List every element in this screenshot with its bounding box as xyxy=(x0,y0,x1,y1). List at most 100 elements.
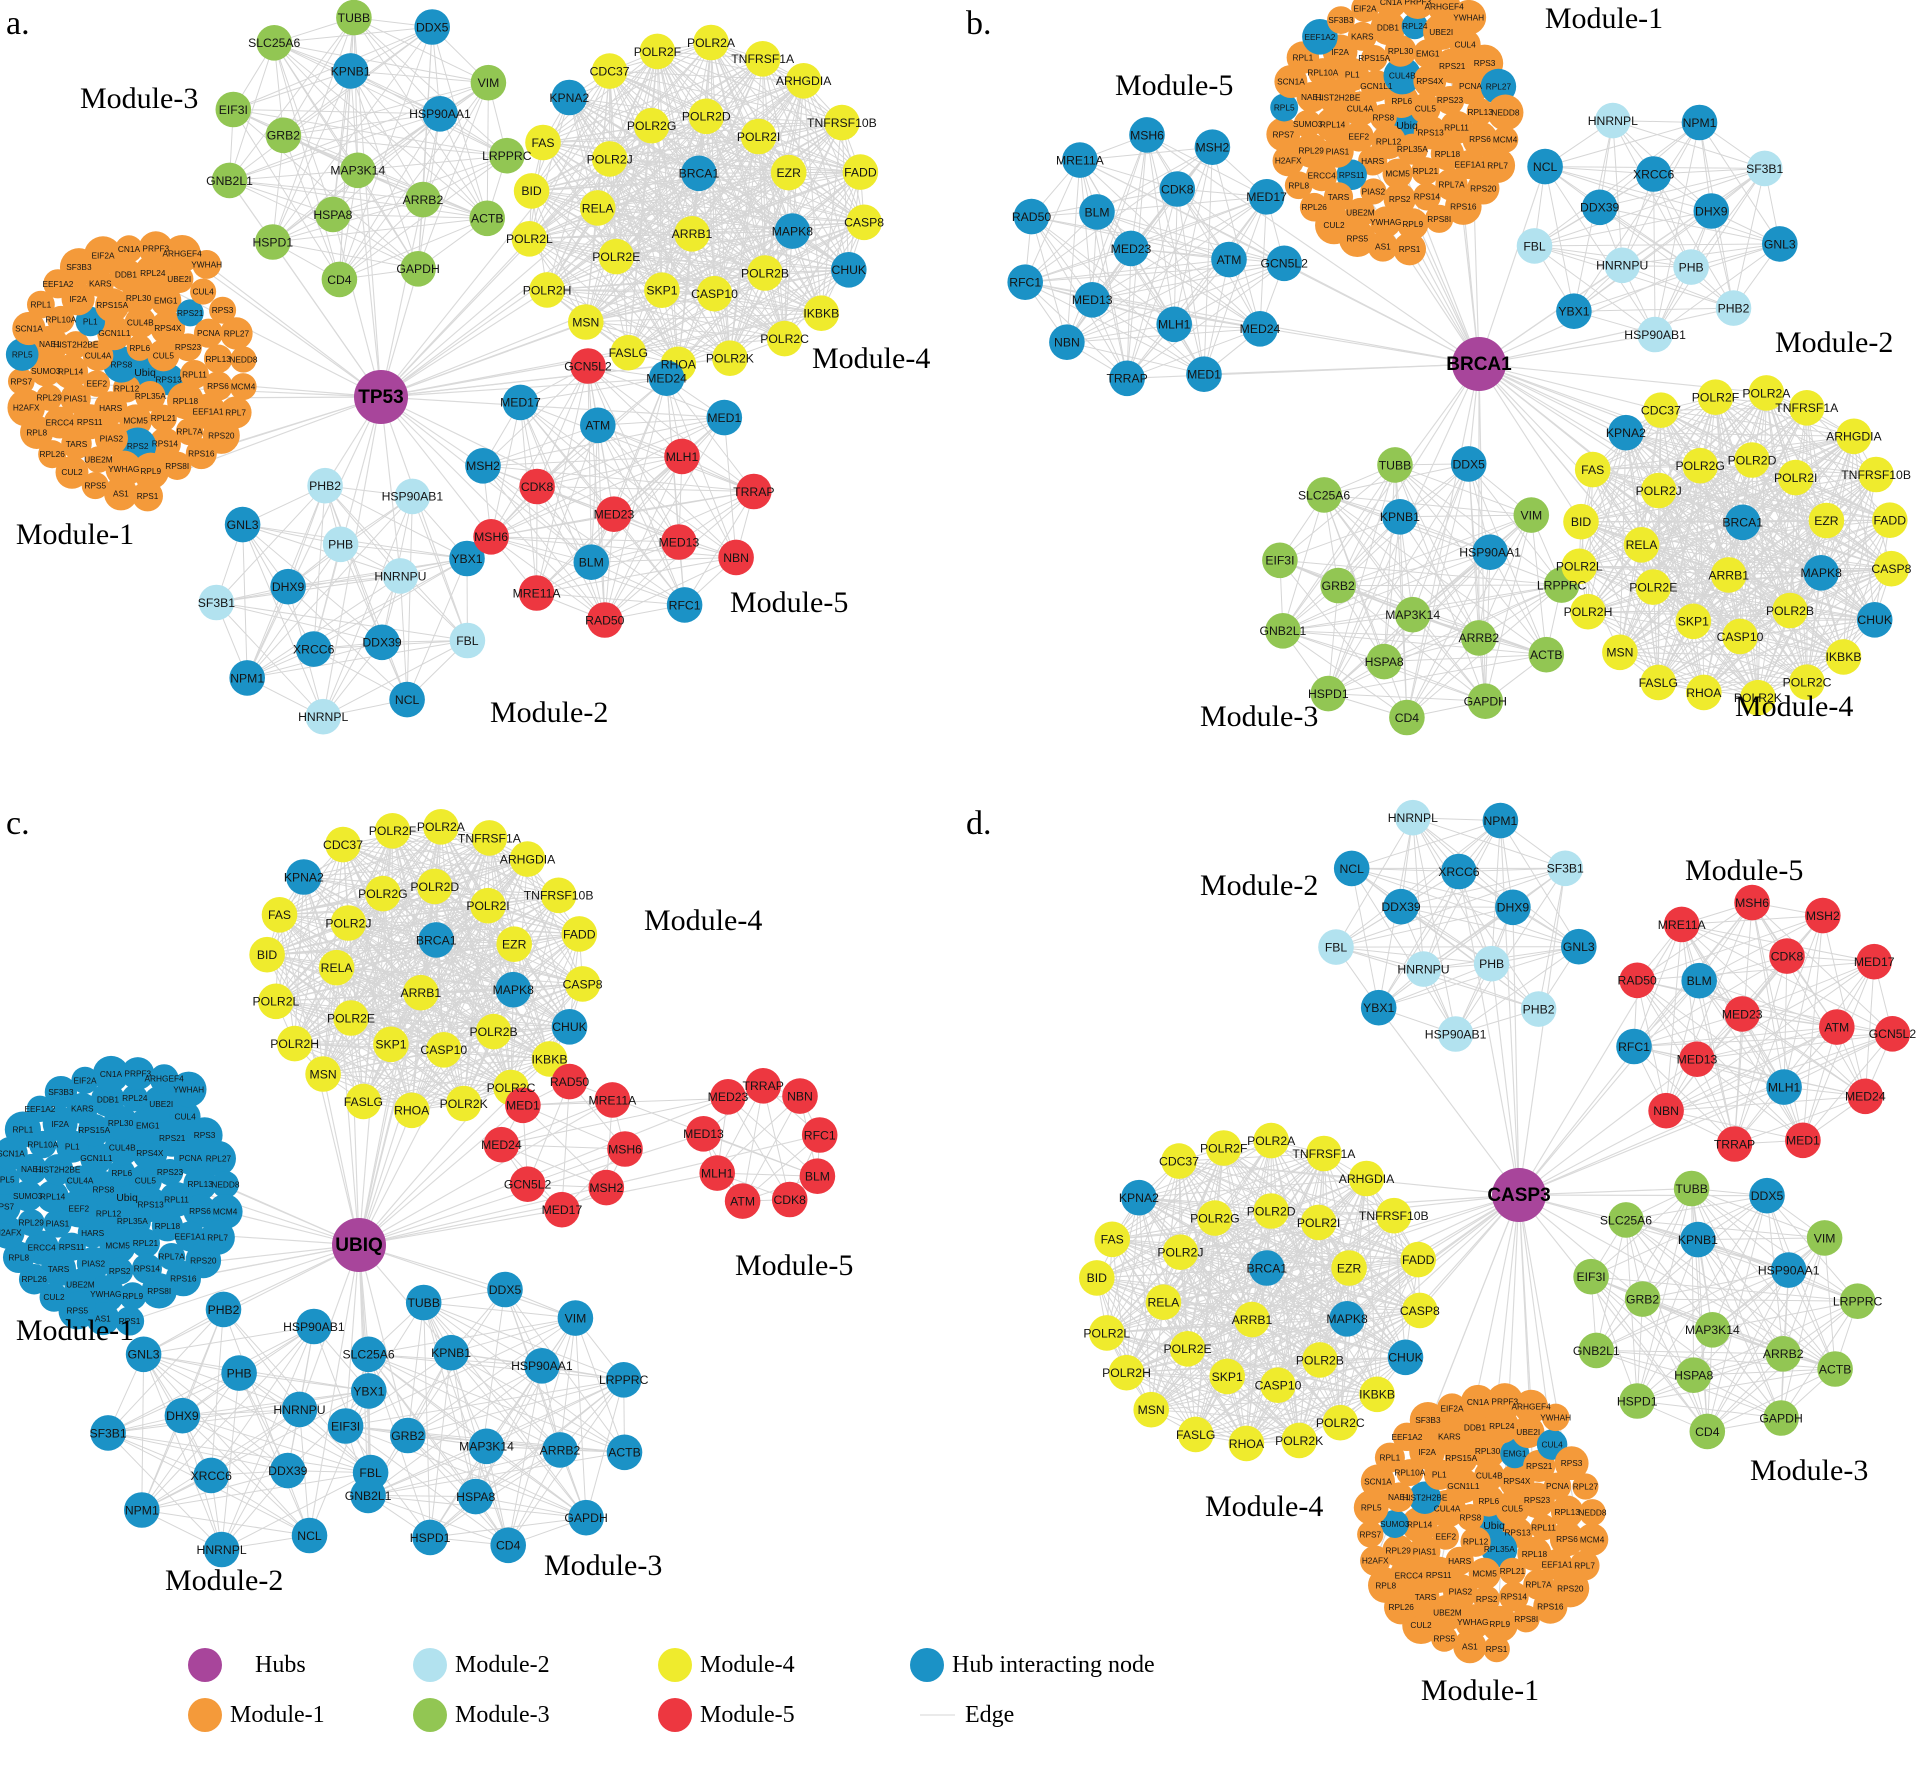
svg-text:MED24: MED24 xyxy=(481,1138,522,1152)
svg-text:CUL4B: CUL4B xyxy=(1476,1471,1503,1481)
svg-text:MLH1: MLH1 xyxy=(1768,1081,1801,1095)
svg-text:RPL12: RPL12 xyxy=(1463,1537,1489,1547)
svg-text:XRCC6: XRCC6 xyxy=(1633,167,1675,181)
svg-text:RPS8I: RPS8I xyxy=(165,461,189,471)
svg-text:RPL18: RPL18 xyxy=(173,396,199,406)
svg-text:POLR2D: POLR2D xyxy=(682,110,731,124)
svg-text:HNRNPU: HNRNPU xyxy=(273,1403,325,1417)
svg-text:DDX5: DDX5 xyxy=(416,20,449,34)
svg-text:RPL26: RPL26 xyxy=(1389,1602,1415,1612)
svg-text:AS1: AS1 xyxy=(113,489,129,499)
svg-text:KPNA2: KPNA2 xyxy=(284,870,324,884)
svg-text:CASP8: CASP8 xyxy=(1400,1304,1440,1318)
svg-text:HSPA8: HSPA8 xyxy=(313,208,352,222)
svg-text:EEF1A1: EEF1A1 xyxy=(1455,160,1486,170)
svg-text:TARS: TARS xyxy=(1328,192,1350,202)
svg-text:RPS11: RPS11 xyxy=(1426,1570,1452,1580)
svg-text:RPL13: RPL13 xyxy=(206,354,232,364)
svg-text:PHB2: PHB2 xyxy=(309,479,341,493)
svg-text:Edge: Edge xyxy=(965,1702,1014,1728)
svg-text:SCN1A: SCN1A xyxy=(15,324,43,334)
svg-text:RPS5: RPS5 xyxy=(84,481,106,491)
svg-text:CDC37: CDC37 xyxy=(590,65,630,79)
svg-text:POLR2I: POLR2I xyxy=(466,899,509,913)
svg-text:RPL6: RPL6 xyxy=(1478,1496,1499,1506)
svg-text:ARRB1: ARRB1 xyxy=(1232,1313,1273,1327)
svg-text:GRB2: GRB2 xyxy=(1322,579,1355,593)
svg-text:RPL7A: RPL7A xyxy=(1525,1580,1552,1590)
svg-text:POLR2L: POLR2L xyxy=(1083,1326,1130,1340)
svg-text:RPS20: RPS20 xyxy=(190,1255,217,1265)
svg-text:FAS: FAS xyxy=(1581,463,1604,477)
svg-text:TARS: TARS xyxy=(66,439,88,449)
svg-text:IKBKB: IKBKB xyxy=(803,307,839,321)
svg-text:HARS: HARS xyxy=(1448,1556,1472,1566)
svg-text:SCN1A: SCN1A xyxy=(1364,1477,1392,1487)
svg-text:POLR2A: POLR2A xyxy=(1742,386,1791,400)
svg-text:RPL5: RPL5 xyxy=(1274,103,1295,113)
svg-text:CDK8: CDK8 xyxy=(773,1193,806,1207)
svg-text:SF3B3: SF3B3 xyxy=(1415,1415,1441,1425)
svg-text:Hubs: Hubs xyxy=(255,1652,306,1678)
svg-text:ATM: ATM xyxy=(1824,1021,1849,1035)
svg-text:ARRB2: ARRB2 xyxy=(1763,1347,1804,1361)
svg-text:CN1A: CN1A xyxy=(1380,0,1403,7)
svg-text:RPS14: RPS14 xyxy=(134,1264,161,1274)
svg-text:DHX9: DHX9 xyxy=(1695,204,1728,218)
svg-text:PHB: PHB xyxy=(1679,261,1704,275)
svg-text:RAD50: RAD50 xyxy=(585,613,625,627)
svg-text:BID: BID xyxy=(521,184,542,198)
svg-text:YWHAH: YWHAH xyxy=(1540,1412,1571,1422)
svg-text:IF2A: IF2A xyxy=(69,294,87,304)
svg-text:RPS13: RPS13 xyxy=(155,375,182,385)
svg-text:FASLG: FASLG xyxy=(1176,1428,1215,1442)
svg-text:CUL5: CUL5 xyxy=(1415,103,1437,113)
svg-text:RPS7: RPS7 xyxy=(1359,1529,1381,1539)
svg-text:RPS15A: RPS15A xyxy=(78,1125,110,1135)
svg-text:MLH1: MLH1 xyxy=(1158,318,1191,332)
svg-text:UBE2M: UBE2M xyxy=(1433,1608,1462,1618)
svg-text:HSP90AA1: HSP90AA1 xyxy=(1758,1264,1820,1278)
svg-text:CUL4: CUL4 xyxy=(1541,1440,1563,1450)
svg-text:CASP10: CASP10 xyxy=(691,287,738,301)
svg-text:MED13: MED13 xyxy=(1072,293,1113,307)
svg-text:PHB: PHB xyxy=(328,538,353,552)
svg-text:Module-3: Module-3 xyxy=(1750,1454,1868,1487)
svg-text:MAP3K14: MAP3K14 xyxy=(1385,608,1440,622)
svg-text:KPNA2: KPNA2 xyxy=(549,91,589,105)
svg-text:AS1: AS1 xyxy=(1462,1642,1478,1652)
svg-text:YWHAG: YWHAG xyxy=(108,464,139,474)
svg-text:EEF1A2: EEF1A2 xyxy=(24,1104,55,1114)
svg-text:IKBKB: IKBKB xyxy=(1826,650,1862,664)
svg-text:NCL: NCL xyxy=(395,693,420,707)
svg-text:VIM: VIM xyxy=(1520,509,1542,523)
svg-text:HSP90AB1: HSP90AB1 xyxy=(1624,328,1686,342)
svg-text:ATM: ATM xyxy=(1217,253,1242,267)
svg-text:MCM5: MCM5 xyxy=(1472,1569,1497,1579)
svg-text:IKBKB: IKBKB xyxy=(532,1052,568,1066)
svg-text:GCN1L1: GCN1L1 xyxy=(1447,1481,1480,1491)
svg-text:GAPDH: GAPDH xyxy=(564,1511,607,1525)
svg-text:VIM: VIM xyxy=(1814,1231,1836,1245)
svg-text:SF3B3: SF3B3 xyxy=(48,1087,74,1097)
svg-text:RPS3: RPS3 xyxy=(1561,1458,1583,1468)
svg-text:NBN: NBN xyxy=(723,551,749,565)
svg-text:TNFRSF10B: TNFRSF10B xyxy=(807,116,877,130)
svg-text:NBN: NBN xyxy=(787,1090,813,1104)
svg-text:EEF1A2: EEF1A2 xyxy=(1391,1432,1422,1442)
svg-text:FADD: FADD xyxy=(1402,1253,1435,1267)
svg-text:CASP10: CASP10 xyxy=(1717,630,1764,644)
svg-text:POLR2G: POLR2G xyxy=(1675,459,1724,473)
svg-text:UBE2I: UBE2I xyxy=(1516,1427,1540,1437)
svg-text:MCM5: MCM5 xyxy=(105,1241,130,1251)
svg-text:CUL4B: CUL4B xyxy=(109,1143,136,1153)
svg-text:RPL9: RPL9 xyxy=(1402,219,1423,229)
svg-text:SLC25A6: SLC25A6 xyxy=(1600,1213,1652,1227)
svg-text:POLR2K: POLR2K xyxy=(440,1097,488,1111)
svg-text:MRE11A: MRE11A xyxy=(1658,918,1707,932)
svg-text:RPL18: RPL18 xyxy=(1435,149,1461,159)
svg-text:IKBKB: IKBKB xyxy=(1359,1388,1395,1402)
svg-text:RPL29: RPL29 xyxy=(1386,1546,1412,1556)
svg-text:ACTB: ACTB xyxy=(608,1446,641,1460)
svg-text:EEF1A2: EEF1A2 xyxy=(1304,32,1335,42)
